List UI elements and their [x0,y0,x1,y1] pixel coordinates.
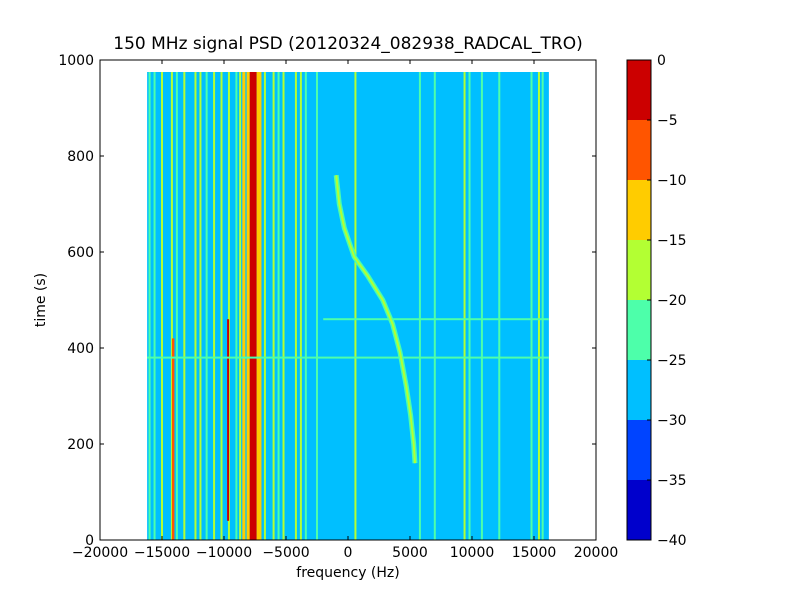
heatmap-vertical-line [282,72,285,540]
heatmap-vertical-line [258,72,262,540]
colorbar-tick-label: −25 [657,353,687,369]
heatmap-vertical-line [537,72,540,540]
y-tick-label: 400 [67,341,94,357]
colorbar-segment [627,300,651,360]
colorbar: −40 −35 −30 −25 −20 −15 −10 −5 0 [626,53,687,549]
y-tick-label: 600 [67,245,94,261]
colorbar-tick-label: −30 [657,413,687,429]
colorbar-tick-label: −5 [657,113,678,129]
heatmap-vertical-line [299,72,302,540]
chart-title: 150 MHz signal PSD (20120324_082938_RADC… [113,34,582,54]
heatmap-vertical-line [354,72,357,540]
colorbar-segment [627,480,651,540]
heatmap-vertical-line [205,72,208,540]
colorbar-tick-label: −40 [657,533,687,549]
heatmap-vertical-line [498,72,501,540]
heatmap-vertical-line [433,72,436,540]
y-axis-label: time (s) [33,273,49,327]
heatmap-vertical-line [418,72,421,540]
colorbar-tick-label: −10 [657,173,687,189]
heatmap-vertical-line [220,72,223,540]
colorbar-tick-label: 0 [657,53,666,69]
heatmap-vertical-line [175,72,178,540]
heatmap-strong-line [171,338,175,540]
heatmap-line-halo [256,72,260,540]
x-tick-label: 10000 [450,545,495,561]
colorbar-segment [627,120,651,180]
plot-area [147,72,549,540]
y-tick-label: 0 [85,533,94,549]
colorbar-segment [627,240,651,300]
x-axis: −20000 −15000 −10000 −5000 0 5000 10000 15000 20… [72,60,618,561]
colorbar-segment [627,60,651,120]
heatmap-vertical-line [304,72,307,540]
y-tick-label: 1000 [58,53,94,69]
colorbar-segment [627,180,651,240]
heatmap-vertical-line [242,72,246,540]
heatmap-vertical-line [316,72,318,540]
heatmap-horizontal-line [323,318,549,321]
x-tick-label: 5000 [392,545,428,561]
heatmap-layer [147,72,549,540]
heatmap-vertical-line [294,72,297,540]
heatmap-vertical-line [468,72,471,540]
x-tick-label: 15000 [512,545,557,561]
x-tick-label: −15000 [134,545,190,561]
heatmap-vertical-line [148,72,151,540]
drifting-trace [335,175,416,464]
heatmap-vertical-line [272,72,275,540]
x-tick-label: −20000 [72,545,128,561]
heatmap-vertical-line [194,72,197,540]
colorbar-segment [627,360,651,420]
heatmap-vertical-line [239,72,242,540]
heatmap-vertical-line [463,72,466,540]
y-tick-label: 200 [67,437,94,453]
heatmap-line-halo [246,72,250,540]
heatmap-vertical-line [183,72,186,540]
heatmap-vertical-line [235,72,238,540]
heatmap-vertical-line [249,72,257,540]
y-axis: 0 200 400 600 800 1000 [58,53,596,549]
x-tick-label: 20000 [574,545,619,561]
heatmap-strong-line [227,319,230,521]
heatmap-vertical-line [227,72,230,540]
heatmap-vertical-line [263,72,266,540]
heatmap-vertical-line [199,72,202,540]
heatmap-vertical-line [480,72,483,540]
heatmap-vertical-line [161,72,163,540]
y-tick-label: 800 [67,149,94,165]
x-axis-label: frequency (Hz) [296,565,399,581]
x-tick-label: −10000 [196,545,252,561]
colorbar-tick-label: −35 [657,473,687,489]
x-tick-label: −5000 [262,545,309,561]
heatmap-vertical-line [277,72,280,540]
heatmap-vertical-line [153,72,156,540]
heatmap-vertical-line [530,72,533,540]
heatmap-vertical-line [541,72,544,540]
x-tick-label: 0 [344,545,353,561]
colorbar-segment [627,420,651,480]
heatmap-horizontal-line [147,356,549,359]
heatmap-vertical-line [170,72,173,540]
colorbar-tick-label: −15 [657,233,687,249]
heatmap-vertical-line [213,72,216,540]
colorbar-tick-label: −20 [657,293,687,309]
